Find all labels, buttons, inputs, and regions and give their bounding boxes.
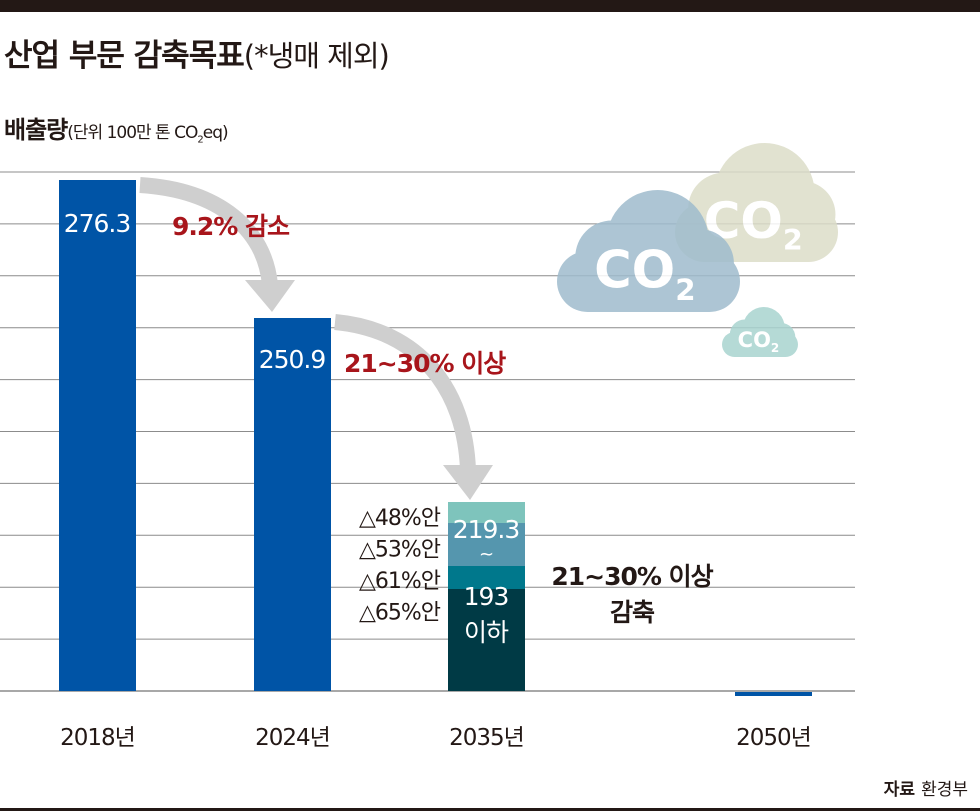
x-tick-label: 2018년 (60, 725, 135, 751)
x-tick-label: 2035년 (449, 725, 524, 751)
top-bar (0, 0, 980, 12)
title-note: (*냉매 제외) (243, 39, 390, 73)
cloud-puff (768, 181, 836, 248)
unit-prefix: (단위 100만 톤 CO (67, 123, 198, 143)
bar-2035-segment-1 (448, 523, 525, 566)
x-tick-label: 2024년 (255, 725, 330, 751)
bar-2035-segment-0 (448, 502, 525, 523)
arrow-2024-2035-head (443, 465, 493, 500)
annotation-2035: 21~30% 이상 (344, 349, 506, 378)
cloud-puff (767, 323, 796, 351)
scenario-label: △61%안 (359, 569, 441, 594)
y-axis-label: 배출량(단위 100만 톤 CO2eq) (4, 110, 229, 146)
source-value: 환경부 (921, 780, 968, 800)
chart-title: 산업 부문 감축목표(*냉매 제외) (4, 30, 390, 75)
scenario-label: △65%안 (359, 601, 441, 626)
unit-sub: 2 (197, 134, 203, 146)
cloud-puff (729, 319, 760, 350)
source: 자료 환경부 (884, 775, 968, 800)
data-label-2035-lower: 193 (464, 582, 509, 611)
bar-2018년 (59, 180, 136, 691)
y-unit: (단위 100만 톤 CO2eq) (67, 123, 229, 146)
bottom-bar (0, 808, 980, 811)
x-tick-label: 2050년 (736, 725, 811, 751)
arrow-2018-2024-head (245, 280, 295, 312)
data-label-2035-suffix: 이하 (464, 618, 509, 647)
cloud-puff (575, 220, 649, 294)
cloud-icon: CO2 (557, 190, 740, 312)
scenario-label: △48%안 (359, 506, 441, 531)
cloud-icon: CO2 (722, 307, 798, 357)
data-label-2018: 276.3 (64, 209, 131, 238)
cloud-puff (665, 229, 734, 298)
source-label: 자료 (883, 780, 916, 800)
annotation-2050: 21~30% 이상 (551, 562, 713, 591)
bar-2035-segment-3 (448, 589, 525, 691)
data-label-2035-upper: 219.3 (453, 515, 520, 544)
data-label-tilde: ~ (479, 544, 493, 565)
bar-2035-segment-2 (448, 566, 525, 589)
y-label-text: 배출량 (4, 116, 68, 144)
data-label-2024: 250.9 (259, 345, 326, 374)
annotation-2024: 9.2% 감소 (172, 212, 290, 241)
unit-suffix: eq) (202, 123, 229, 143)
arrow-2024-2035 (334, 314, 476, 471)
annotation-2050-line2: 감축 (610, 598, 655, 627)
bar-2024년 (254, 318, 331, 691)
bar-2050 (735, 692, 812, 696)
title-main: 산업 부문 감축목표 (4, 38, 245, 74)
scenario-label: △53%안 (359, 538, 441, 563)
arrow-2018-2024 (139, 177, 278, 286)
